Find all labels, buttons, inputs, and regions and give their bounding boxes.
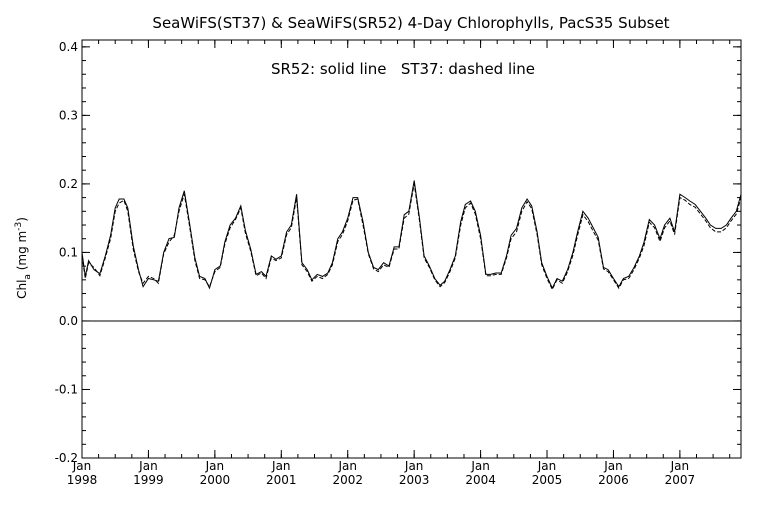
x-tick-year-9: 2007 bbox=[665, 473, 696, 487]
y-tick-label-0: -0.2 bbox=[55, 451, 78, 465]
series-group bbox=[81, 180, 742, 291]
y-tick-label-1: -0.1 bbox=[55, 382, 78, 396]
x-tick-year-0: 1998 bbox=[67, 473, 98, 487]
x-tick-year-5: 2003 bbox=[399, 473, 430, 487]
x-tick-year-4: 2002 bbox=[332, 473, 363, 487]
y-axis: -0.2 -0.1 0.0 0.1 0.2 0.3 0.4 bbox=[55, 40, 741, 465]
y-tick-label-4: 0.2 bbox=[59, 177, 78, 191]
x-axis: Jan1998Jan1999Jan2000Jan2001Jan2002Jan20… bbox=[67, 40, 731, 487]
y-axis-label-units: (mg m bbox=[15, 231, 29, 274]
line-style-annotation: SR52: solid line ST37: dashed line bbox=[271, 60, 535, 78]
series-line-st37 bbox=[81, 183, 742, 291]
plot-frame bbox=[81, 39, 742, 459]
x-tick-year-8: 2006 bbox=[598, 473, 629, 487]
y-tick-label-5: 0.3 bbox=[59, 108, 78, 122]
x-tick-year-1: 1999 bbox=[133, 473, 164, 487]
chart-title: SeaWiFS(ST37) & SeaWiFS(SR52) 4-Day Chlo… bbox=[152, 14, 669, 32]
y-axis-label-sup: -3 bbox=[14, 222, 24, 231]
svg-text:Chla (mg m-3): Chla (mg m-3) bbox=[14, 217, 33, 299]
x-tick-month-7: Jan bbox=[537, 459, 557, 473]
x-tick-month-6: Jan bbox=[470, 459, 490, 473]
x-tick-year-7: 2005 bbox=[532, 473, 563, 487]
x-tick-month-2: Jan bbox=[205, 459, 225, 473]
y-axis-label-main: Chl bbox=[15, 280, 29, 299]
y-tick-label-6: 0.4 bbox=[59, 40, 78, 54]
y-axis-label-close: ) bbox=[15, 217, 29, 222]
y-tick-label-3: 0.1 bbox=[59, 245, 78, 259]
x-tick-month-8: Jan bbox=[603, 459, 623, 473]
x-tick-month-4: Jan bbox=[337, 459, 357, 473]
y-tick-label-2: 0.0 bbox=[59, 314, 78, 328]
x-tick-month-5: Jan bbox=[404, 459, 424, 473]
y-axis-label-sub: a bbox=[23, 274, 33, 280]
x-tick-month-9: Jan bbox=[670, 459, 690, 473]
x-tick-month-3: Jan bbox=[271, 459, 291, 473]
y-axis-label: Chla (mg m-3) bbox=[14, 217, 33, 299]
x-tick-month-1: Jan bbox=[138, 459, 158, 473]
x-tick-month-0: Jan bbox=[72, 459, 92, 473]
x-tick-year-2: 2000 bbox=[200, 473, 231, 487]
x-tick-year-3: 2001 bbox=[266, 473, 297, 487]
x-tick-year-6: 2004 bbox=[465, 473, 496, 487]
